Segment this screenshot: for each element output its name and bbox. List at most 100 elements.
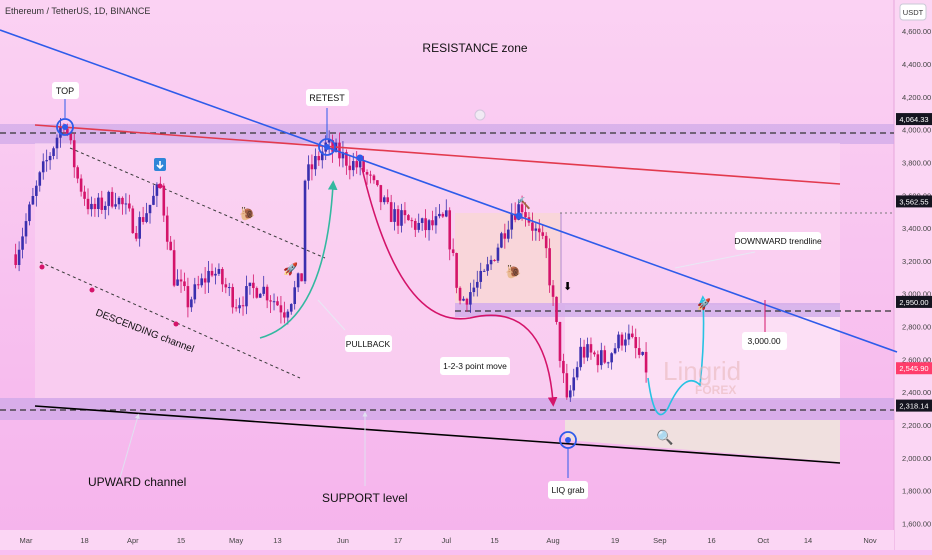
candle-body [86, 198, 90, 210]
y-tick-label: 1,600.00 [902, 519, 931, 528]
candle-body [276, 301, 279, 306]
candle-body [200, 278, 203, 286]
candle-body [451, 249, 455, 254]
candle-body [28, 204, 31, 222]
svg-text:LIQ grab: LIQ grab [551, 485, 584, 495]
level-badge [896, 113, 932, 126]
candle-body [114, 204, 117, 207]
candle-body [579, 346, 582, 368]
candle-body [331, 140, 334, 152]
time-axis-background [0, 530, 894, 550]
candle-body [207, 270, 210, 283]
candle-body [162, 185, 166, 216]
candle-body [606, 362, 610, 364]
candle-body [90, 203, 93, 210]
candle-body [241, 305, 245, 307]
candle-body [283, 312, 286, 318]
level-badge-label: 4,064.33 [899, 115, 928, 124]
candle-body [496, 247, 500, 261]
candle-body [234, 307, 238, 309]
candle-body [431, 220, 434, 226]
x-tick-label: Sep [653, 536, 666, 545]
retest-label: RETEST [306, 89, 349, 106]
candle-body [269, 300, 272, 302]
resistance-zone-label: RESISTANCE zone [422, 41, 527, 55]
pullback-label-pointer [317, 299, 346, 331]
candle-body [417, 222, 421, 230]
channel-dot [157, 183, 163, 189]
down-arrow-glyph [156, 161, 164, 170]
watermark-sub: FOREX [695, 383, 736, 397]
candle-body [317, 156, 321, 161]
upward-channel-line [34, 405, 841, 464]
candle-body [362, 160, 365, 173]
candle-body [338, 142, 341, 159]
candle-body [589, 344, 593, 353]
candle-body [265, 286, 269, 301]
candle-body [582, 346, 586, 358]
rocket-icon: 🚀 [283, 262, 298, 276]
y-tick-label: 2,400.00 [902, 388, 931, 397]
candle-body [124, 203, 128, 205]
candle-body [513, 213, 517, 220]
candle-body [148, 204, 152, 214]
x-tick-label: 18 [80, 536, 88, 545]
candle-body [217, 268, 221, 274]
candle-body [458, 287, 462, 301]
candle-body [434, 216, 438, 226]
rocket-target-icon: 🚀 [697, 298, 711, 311]
candles-group [14, 118, 648, 402]
tradingview-icon [474, 109, 486, 121]
top-marker-dot [62, 124, 68, 130]
svg-text:USDT: USDT [903, 8, 924, 17]
candle-body [555, 296, 558, 322]
candle-body [603, 350, 607, 363]
x-tick-label: Apr [127, 536, 139, 545]
candle-body [400, 210, 403, 226]
candle-body [238, 305, 241, 309]
candle-body [627, 333, 631, 340]
support-level-label: SUPPORT level [322, 491, 408, 505]
x-tick-label: Nov [863, 536, 877, 545]
candle-body [320, 151, 324, 161]
candle-body [165, 215, 169, 242]
current-price-label: 2,545.90 [899, 364, 928, 373]
down-arrow-small-icon: ⬇ [563, 281, 572, 293]
candle-body [575, 367, 579, 378]
candle-body [289, 304, 293, 312]
candle-body [169, 241, 172, 251]
candle-body [176, 279, 179, 286]
candle-body [293, 287, 297, 305]
candle-body [503, 233, 507, 239]
watermark: Lingrid FOREX [663, 356, 741, 397]
downward-trendline-label: DOWNWARD trendline [734, 232, 822, 250]
y-tick-label: 4,600.00 [902, 27, 931, 36]
candle-body [310, 164, 314, 170]
candle-body [303, 180, 307, 282]
svg-text:PULLBACK: PULLBACK [346, 339, 391, 349]
trend-touch-dot [515, 212, 523, 220]
candle-body [562, 360, 565, 374]
candle-body [410, 220, 414, 222]
candle-body [596, 354, 600, 366]
candle-body [479, 270, 483, 282]
candle-body [551, 285, 555, 297]
projection-path [647, 295, 709, 416]
liq-grab-label: LIQ grab [548, 481, 588, 499]
liq-area [565, 420, 840, 462]
candle-body [245, 286, 248, 307]
x-tick-label: 15 [177, 536, 185, 545]
candle-body [634, 337, 638, 349]
candle-body [403, 210, 407, 216]
candle-body [248, 282, 252, 287]
y-tick-label: 4,200.00 [902, 93, 931, 102]
currency-badge[interactable]: USDT [899, 3, 927, 21]
svg-text:1-2-3 point move: 1-2-3 point move [443, 361, 507, 371]
candle-body [624, 339, 627, 346]
candle-body [41, 161, 45, 173]
pullback-label: PULLBACK [345, 335, 392, 352]
candle-body [345, 152, 348, 166]
level-badge [896, 295, 932, 308]
svg-text:DOWNWARD trendline: DOWNWARD trendline [734, 236, 822, 246]
